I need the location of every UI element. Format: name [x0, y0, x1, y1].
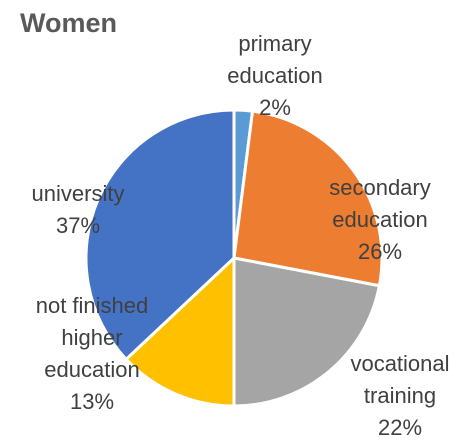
chart-title: Women: [20, 8, 118, 38]
pie-slice: [232, 109, 384, 288]
data-label: university 37%: [18, 178, 138, 242]
value-label: 26%: [357, 239, 403, 264]
category-label: primary education: [227, 31, 323, 88]
value-label: 13%: [69, 389, 115, 414]
pie-slice: [84, 108, 236, 362]
data-label: vocational training 22%: [335, 348, 464, 443]
pie-slice: [232, 256, 382, 408]
data-label: primary education 2%: [205, 28, 345, 124]
category-label: secondary education: [329, 175, 431, 232]
data-label: not finished higher education 13%: [25, 290, 160, 418]
category-label: not finished higher education: [35, 293, 149, 382]
category-label: vocational training: [350, 351, 450, 408]
value-label: 22%: [377, 415, 423, 440]
category-label: university: [31, 181, 125, 206]
value-label: 37%: [55, 213, 101, 238]
value-label: 2%: [259, 95, 291, 120]
pie-slice: [123, 254, 236, 408]
data-label: secondary education 26%: [315, 172, 445, 268]
